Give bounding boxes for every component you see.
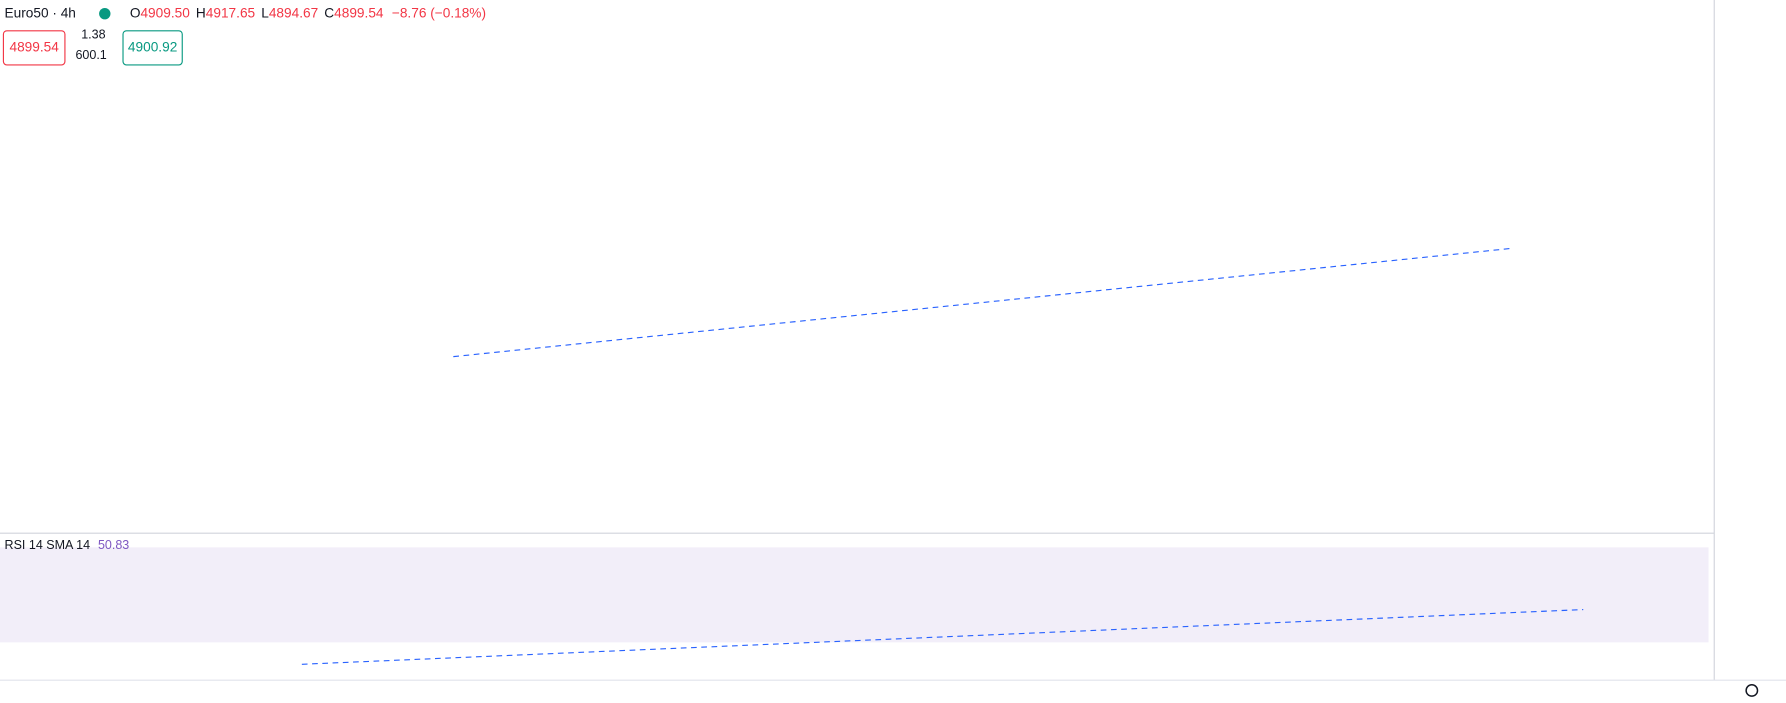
- rsi-value: 50.83: [98, 538, 129, 552]
- buy-price: 4900.92: [128, 39, 177, 54]
- ohlc-key: O: [130, 5, 141, 20]
- ohlc-key: L: [261, 5, 269, 20]
- change: −8.76 (−0.18%): [392, 5, 486, 20]
- trendline: [453, 247, 1512, 358]
- rsi-label: RSI 14 SMA 14: [5, 538, 91, 552]
- ohlc-key: H: [196, 5, 206, 20]
- settings-icon[interactable]: [1745, 684, 1759, 697]
- ohlc-value: 4894.67: [269, 5, 318, 20]
- rsi-band-fill: [0, 547, 1709, 643]
- symbol-title: Euro50 · 4h: [5, 5, 76, 20]
- market-status: [99, 7, 111, 20]
- ohlc-value: 4899.54: [334, 5, 384, 20]
- buy-button[interactable]: [122, 30, 183, 66]
- ohlc-legend: O4909.50 H4917.65 L4894.67 C4899.54 −8.7…: [130, 5, 486, 20]
- ohlc-value: 4917.65: [206, 5, 256, 20]
- volume: 600.1: [75, 48, 106, 62]
- spread: 1.38: [81, 28, 105, 42]
- ohlc-value: 4909.50: [140, 5, 190, 20]
- sell-price: 4899.54: [9, 39, 59, 54]
- rsi-trendline: [301, 609, 1584, 665]
- sell-button[interactable]: [2, 30, 66, 66]
- ohlc-key: C: [324, 5, 334, 20]
